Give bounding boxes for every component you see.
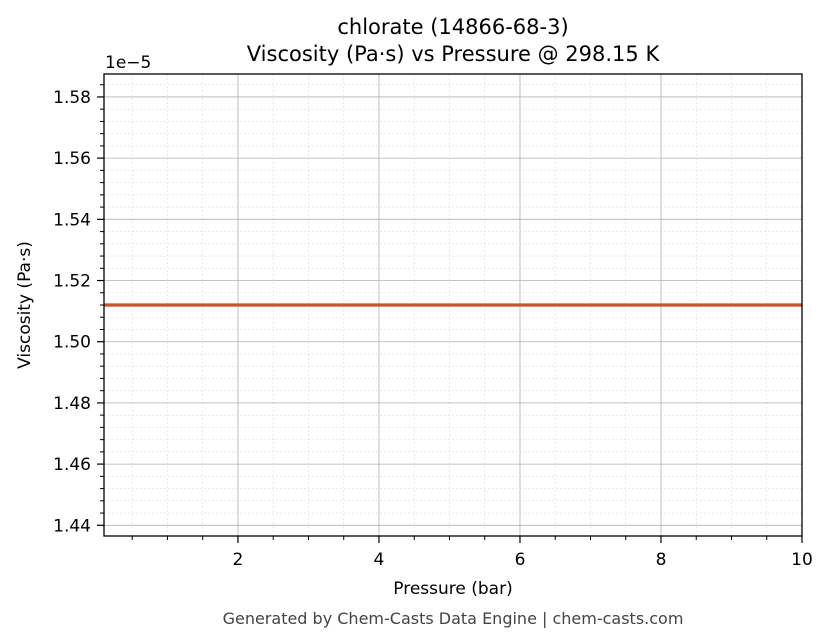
x-tick-label: 8	[656, 550, 667, 570]
y-tick-label: 1.52	[53, 272, 91, 292]
chart-title-line2: Viscosity (Pa·s) vs Pressure @ 298.15 K	[247, 42, 661, 66]
x-tick-label: 10	[791, 550, 813, 570]
y-axis-offset-label: 1e−5	[105, 53, 151, 73]
axis-ticks	[97, 84, 803, 543]
y-axis-label: Viscosity (Pa·s)	[15, 241, 35, 369]
chart-title-line1: chlorate (14866-68-3)	[337, 15, 568, 39]
y-tick-label: 1.50	[53, 333, 91, 353]
x-tick-label: 2	[233, 550, 244, 570]
x-axis-label: Pressure (bar)	[393, 579, 512, 599]
x-tick-label: 6	[515, 550, 526, 570]
y-tick-label: 1.48	[53, 394, 91, 414]
y-tick-label: 1.44	[53, 516, 91, 536]
y-tick-label: 1.58	[53, 88, 91, 108]
y-tick-label: 1.46	[53, 455, 91, 475]
major-grid	[104, 74, 803, 536]
axis-tick-labels: 2 4 6 8 10 1.44 1.46 1.48 1.50 1.52 1.54 1.56 1.58	[53, 88, 813, 570]
y-tick-label: 1.54	[53, 210, 91, 230]
y-tick-label: 1.56	[53, 149, 91, 169]
footer-credit: Generated by Chem-Casts Data Engine | ch…	[223, 609, 684, 628]
x-tick-label: 4	[374, 550, 385, 570]
